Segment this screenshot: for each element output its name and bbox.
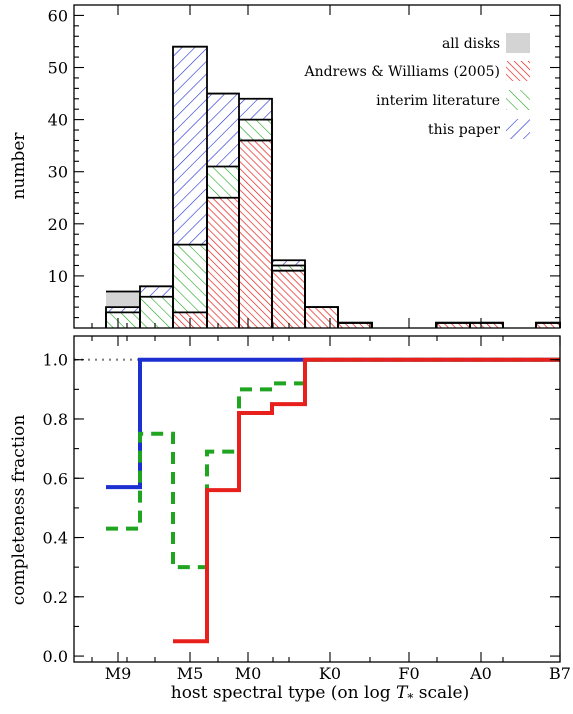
completeness-frame [74,336,560,662]
bar-interim-3 [173,245,207,313]
histogram-bars [106,47,560,328]
y-tick-label-20: 20 [48,215,68,234]
bar-aw05-4 [207,198,239,328]
bar-this-paper-4 [207,94,239,167]
completeness-line-interim [106,360,560,567]
histogram-frame [74,5,560,328]
bar-interim-2 [140,297,173,328]
bar-interim-4 [207,167,239,198]
bar-aw05-5 [239,140,272,328]
bar-aw05-6 [272,271,305,328]
y-tick-label-0.4: 0.4 [43,529,68,548]
y-tick-label-1.0: 1.0 [43,351,68,370]
completeness-y-axis-label: completeness fraction [9,415,29,606]
y-tick-label-0.8: 0.8 [43,410,68,429]
x-tick-label-B7: B7 [549,664,571,683]
y-tick-label-50: 50 [48,59,68,78]
y-tick-label-30: 30 [48,163,68,182]
bar-this-paper-2 [140,286,173,296]
bar-this-paper-3 [173,47,207,245]
legend-swatch-this-paper [506,119,530,139]
histogram-panel: 10 20 30 40 50 60 all disks Andrews & Williams… [9,5,560,328]
legend-swatch-all [506,33,530,53]
y-tick-label-10: 10 [48,267,68,286]
y-tick-label-40: 40 [48,111,68,130]
x-tick-label-M0: M0 [235,664,262,683]
bar-interim-1 [106,312,140,328]
y-tick-label-0.2: 0.2 [43,588,68,607]
legend-swatch-interim [506,90,530,110]
y-tick-label-60: 60 [48,6,68,25]
y-tick-label-0.6: 0.6 [43,469,68,488]
x-tick-label-K0: K0 [319,664,341,683]
completeness-lines [74,360,560,642]
legend-label-interim: interim literature [376,93,500,109]
bar-aw05-7 [305,307,338,328]
x-tick-label-M9: M9 [105,664,132,683]
completeness-line-this-paper [106,360,560,487]
legend-label-this-paper: this paper [428,122,500,138]
x-axis-label: host spectral type (on log T* scale) [171,683,470,705]
y-tick-label-0.0: 0.0 [43,647,68,666]
bar-this-paper-5 [239,99,272,120]
histogram-y-axis-label: number [9,132,29,200]
completeness-line-aw05 [173,360,560,642]
x-tick-label-A0: A0 [469,664,492,683]
legend-label-aw05: Andrews & Williams (2005) [304,64,500,80]
legend-swatch-aw05 [506,61,530,81]
bar-interim-5 [239,120,272,141]
histogram-legend: all disks Andrews & Williams (2005) interi… [304,33,530,139]
x-tick-label-M5: M5 [177,664,204,683]
completeness-panel: 0.0 0.2 0.4 0.6 0.8 1.0 M9 M5 M0 K0 F0 A0 B7 complet… [9,336,571,705]
bar-all-1 [106,292,140,308]
legend-label-all: all disks [442,36,500,52]
x-tick-label-F0: F0 [398,664,419,683]
